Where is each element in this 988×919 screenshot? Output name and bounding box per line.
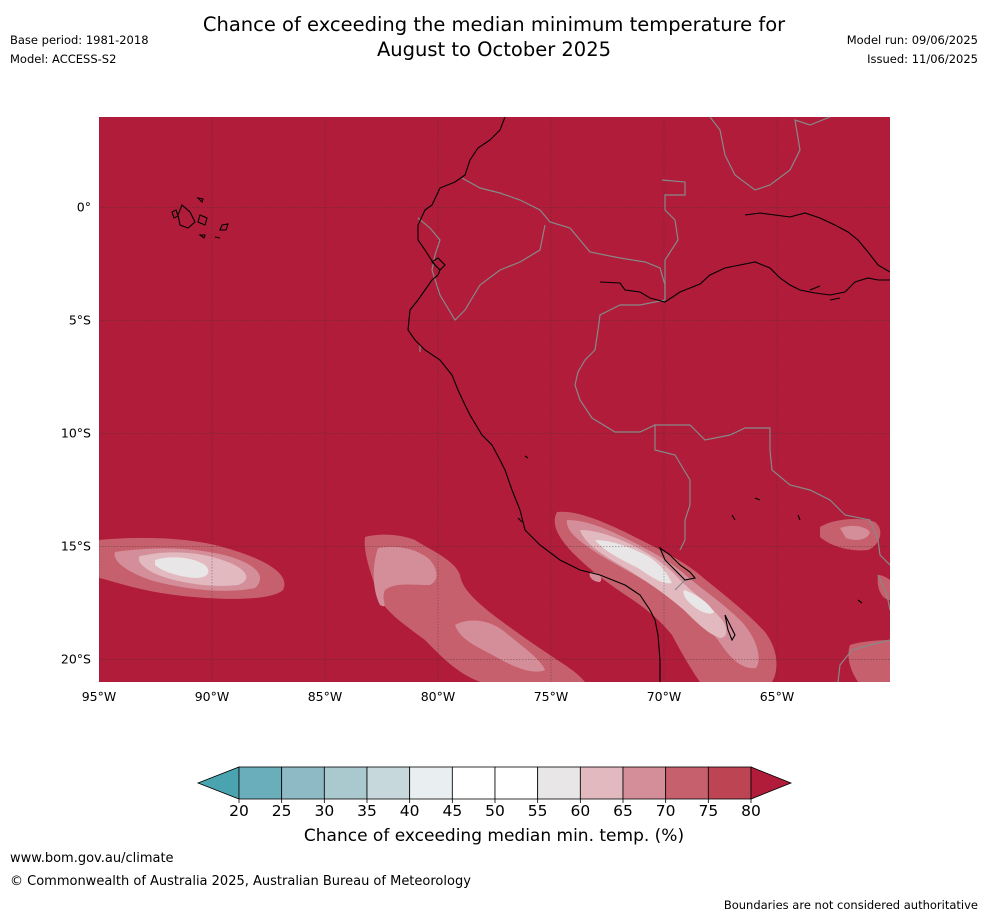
colorbar-tick-label: 60: [570, 802, 590, 820]
lon-tick-label: 75°W: [534, 689, 569, 704]
coastlines: [171, 117, 890, 682]
lon-tick-label: 70°W: [647, 689, 682, 704]
website-link[interactable]: www.bom.gov.au/climate: [10, 851, 174, 866]
longitude-labels: 95°W 90°W 85°W 80°W 75°W 70°W 65°W: [82, 689, 795, 704]
colorbar-swatch: [451, 766, 496, 800]
lat-tick-label: 10°S: [61, 425, 91, 440]
colorbar-tick-label: 20: [229, 802, 249, 820]
colorbar-swatch: [579, 766, 624, 800]
colorbar-tick-label: 45: [442, 802, 462, 820]
issued-date: Issued: 11/06/2025: [867, 52, 978, 66]
colorbar-tick-label: 70: [656, 802, 676, 820]
map-area: [99, 117, 890, 682]
anomaly-east: [820, 519, 890, 682]
national-boundaries: [417, 117, 890, 682]
copyright-text: © Commonwealth of Australia 2025, Austra…: [10, 874, 471, 889]
colorbar-tick-label: 35: [357, 802, 377, 820]
lat-tick-label: 20°S: [61, 651, 91, 666]
colorbar: 20 25 30 35 40 45 50 55 60 65 70 75 80: [196, 766, 793, 820]
colorbar-tick-label: 40: [400, 802, 420, 820]
anomaly-andes-band: [554, 511, 777, 682]
colorbar-swatch: [238, 766, 283, 800]
title-line-2: August to October 2025: [376, 38, 612, 61]
colorbar-swatch: [707, 766, 752, 800]
colorbar-label: Chance of exceeding median min. temp. (%…: [303, 826, 685, 846]
colorbar-swatch: [409, 766, 453, 800]
colorbar-under-arrow: [196, 766, 240, 800]
base-period: Base period: 1981-2018: [10, 33, 149, 47]
colorbar-tick-label: 55: [528, 802, 548, 820]
meta-right: Model run: 09/06/2025 Issued: 11/06/2025: [847, 31, 978, 69]
title-line-1: Chance of exceeding the median minimum t…: [202, 13, 786, 36]
colorbar-swatch: [366, 766, 411, 800]
colorbar-tick-label: 65: [613, 802, 633, 820]
model-run: Model run: 09/06/2025: [846, 33, 978, 47]
lat-tick-label: 0°: [77, 199, 91, 214]
colorbar-swatch: [281, 766, 325, 800]
colorbar-tick-label: 50: [485, 802, 505, 820]
meta-left: Base period: 1981-2018 Model: ACCESS-S2: [10, 31, 149, 69]
lon-tick-label: 85°W: [308, 689, 343, 704]
anomaly-west-galapagos: [99, 537, 285, 599]
lon-tick-label: 95°W: [82, 689, 117, 704]
colorbar-swatch: [665, 766, 709, 800]
colorbar-tick-label: 80: [741, 802, 761, 820]
lat-tick-label: 5°S: [69, 312, 91, 327]
colorbar-swatch: [537, 766, 581, 800]
anomaly-central-pacific: [364, 534, 585, 682]
latitude-labels: 0° 5°S 10°S 15°S 20°S: [61, 199, 91, 666]
colorbar-tick-label: 75: [698, 802, 718, 820]
colorbar-tick-label: 25: [272, 802, 292, 820]
colorbar-swatch: [323, 766, 368, 800]
lon-tick-label: 80°W: [421, 689, 456, 704]
colorbar-swatch: [494, 766, 539, 800]
lon-tick-label: 65°W: [760, 689, 795, 704]
colorbar-swatch: [622, 766, 667, 800]
lon-tick-label: 90°W: [195, 689, 230, 704]
chart-title: Chance of exceeding the median minimum t…: [0, 12, 988, 62]
lat-tick-label: 15°S: [61, 538, 91, 553]
graticule: [99, 117, 890, 682]
model-name: Model: ACCESS-S2: [10, 52, 117, 66]
disclaimer-text: Boundaries are not considered authoritat…: [723, 898, 978, 912]
colorbar-tick-label: 30: [314, 802, 334, 820]
map-figure: 0° 5°S 10°S 15°S 20°S 95°W 90°W 85°W 80°W 75°W 70…: [61, 117, 890, 820]
colorbar-over-arrow: [750, 766, 793, 800]
